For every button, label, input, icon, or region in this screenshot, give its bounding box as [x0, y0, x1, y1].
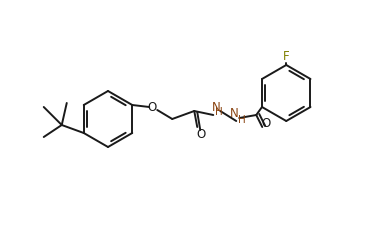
Text: H: H [238, 115, 246, 125]
Text: O: O [148, 100, 157, 114]
Text: N: N [212, 100, 221, 114]
Text: O: O [261, 117, 271, 129]
Text: H: H [215, 107, 223, 117]
Text: O: O [197, 128, 206, 141]
Text: N: N [230, 106, 239, 119]
Text: F: F [283, 50, 290, 63]
